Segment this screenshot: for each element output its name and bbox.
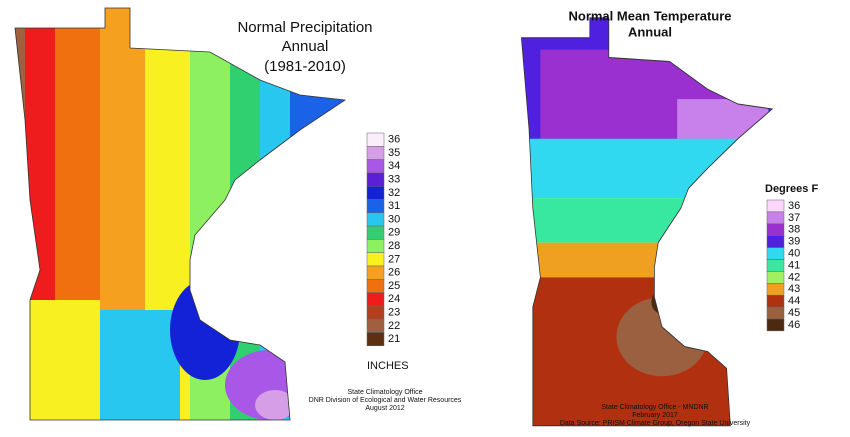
legend-swatch	[366, 159, 385, 174]
legend-label: 33	[388, 173, 400, 185]
credit: February 2017	[632, 412, 678, 419]
legend-label: 42	[788, 271, 800, 283]
legend-swatch	[366, 199, 385, 214]
title: Annual	[628, 24, 672, 39]
legend-swatch	[766, 271, 785, 284]
credit: State Climatology Office	[348, 389, 423, 396]
legend-label: 25	[388, 280, 400, 292]
legend-label: 44	[788, 295, 800, 307]
legend-swatch	[366, 146, 385, 160]
legend-label: 27	[388, 253, 400, 265]
legend-swatch	[766, 211, 785, 225]
legend-swatch	[366, 279, 385, 293]
legend-swatch	[366, 239, 385, 253]
legend-label: 41	[788, 259, 800, 271]
legend-label: 38	[788, 224, 800, 236]
legend-label: 26	[388, 267, 400, 279]
legend-label: 23	[388, 306, 400, 318]
legend-label: 36	[388, 134, 400, 146]
legend-swatch	[766, 283, 785, 296]
legend-label: 21	[388, 333, 400, 345]
legend-swatch	[766, 199, 785, 213]
legend-label: 35	[388, 147, 400, 159]
legend-label: 46	[788, 319, 800, 331]
legend-heading: Degrees F	[765, 183, 818, 195]
legend-swatch	[366, 172, 385, 187]
credit: August 2012	[365, 405, 404, 412]
legend-label: 28	[388, 240, 400, 252]
legend-swatch	[766, 259, 785, 272]
legend-label: 34	[388, 160, 400, 172]
legend-label: 39	[788, 236, 800, 248]
credit: Data Source: PRISM Climate Group, Oregon…	[560, 420, 751, 427]
title: (1981-2010)	[264, 58, 346, 75]
legend-label: 30	[388, 213, 400, 225]
legend-label: 24	[388, 293, 400, 305]
legend-swatch	[366, 225, 385, 240]
legend-label: 22	[388, 320, 400, 332]
title: Annual	[282, 38, 329, 55]
legend-label: 31	[388, 200, 400, 212]
legend-swatch	[366, 212, 385, 227]
legend-swatch	[366, 265, 385, 280]
legend-swatch	[366, 252, 385, 267]
credit: DNR Division of Ecological and Water Res…	[309, 397, 462, 404]
title: Normal Precipitation	[237, 19, 372, 36]
legend-label: 32	[388, 187, 400, 199]
legend-swatch	[766, 318, 785, 332]
legend-label: 37	[788, 212, 800, 224]
legend-swatch	[366, 305, 385, 320]
legend-label: 45	[788, 307, 800, 319]
legend-swatch	[766, 247, 785, 260]
legend-unit: INCHES	[367, 360, 409, 372]
legend-label: 43	[788, 283, 800, 295]
legend-label: 36	[788, 200, 800, 212]
title: Normal Mean Temperature	[568, 8, 731, 23]
legend-swatch	[366, 332, 385, 347]
legend-swatch	[366, 185, 385, 200]
legend-label: 29	[388, 227, 400, 239]
legend-swatch	[366, 132, 385, 147]
legend-swatch	[766, 223, 785, 236]
legend-swatch	[766, 294, 785, 308]
legend-swatch	[366, 292, 385, 307]
legend-swatch	[766, 235, 785, 248]
temperature-map	[520, 17, 774, 427]
legend-swatch	[366, 318, 385, 333]
legend-swatch	[766, 306, 785, 320]
credit: State Climatology Office - MNDNR	[601, 404, 708, 411]
legend-label: 40	[788, 247, 800, 259]
